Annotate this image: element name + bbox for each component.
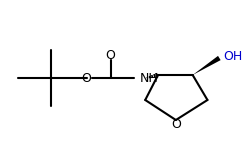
Polygon shape (193, 56, 221, 75)
Text: OH: OH (223, 49, 243, 62)
Text: O: O (81, 72, 91, 85)
Text: O: O (106, 49, 116, 62)
Text: NH: NH (139, 72, 158, 85)
Text: O: O (171, 119, 181, 132)
